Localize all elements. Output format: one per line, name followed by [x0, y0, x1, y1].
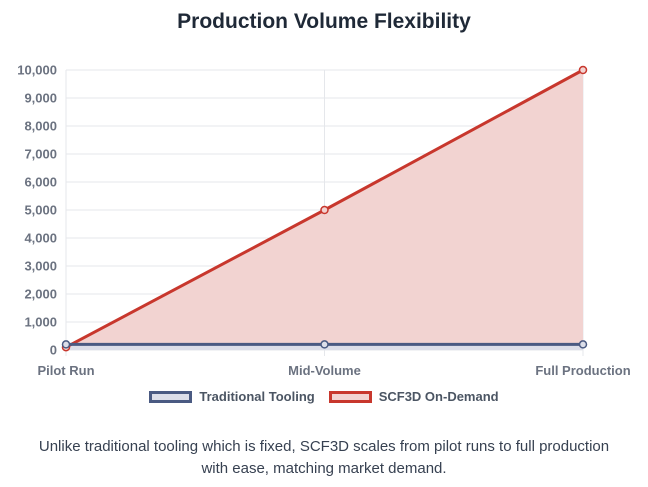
y-tick-label: 3,000 [24, 259, 57, 274]
series-layer [61, 65, 588, 352]
y-tick-label: 0 [50, 343, 57, 358]
data-point[interactable] [578, 65, 588, 75]
legend-item-scf3d-on-demand[interactable]: SCF3D On-Demand [328, 389, 499, 404]
y-axis-ticks: 0 1,000 2,000 3,000 4,000 5,000 6,000 7,000 8,00… [17, 63, 57, 358]
y-tick-label: 10,000 [17, 63, 57, 78]
y-tick-label: 1,000 [24, 315, 57, 330]
data-point[interactable] [61, 340, 71, 349]
legend: Traditional Tooling SCF3D On-Demand [0, 389, 648, 404]
legend-item-traditional-tooling[interactable]: Traditional Tooling [149, 389, 315, 404]
y-tick-label: 9,000 [24, 91, 57, 106]
x-axis-ticks: Pilot Run Mid-Volume Full Production [37, 363, 630, 378]
y-tick-label: 4,000 [24, 231, 57, 246]
chart-title: Production Volume Flexibility [177, 10, 471, 33]
legend-label-traditional-tooling: Traditional Tooling [199, 389, 315, 404]
legend-swatch-traditional-tooling [149, 390, 193, 403]
y-tick-label: 5,000 [24, 203, 57, 218]
legend-swatch-scf3d-on-demand [328, 390, 372, 403]
legend-label-scf3d-on-demand: SCF3D On-Demand [378, 389, 499, 404]
x-tick-label: Full Production [535, 363, 630, 378]
y-tick-label: 6,000 [24, 175, 57, 190]
data-point[interactable] [320, 205, 329, 215]
x-tick-label: Pilot Run [37, 363, 94, 378]
chart-caption: Unlike traditional tooling which is fixe… [38, 438, 610, 477]
data-point[interactable] [578, 340, 588, 349]
x-tick-label: Mid-Volume [288, 363, 361, 378]
line-chart: 0 1,000 2,000 3,000 4,000 5,000 6,000 7,000 8,00… [17, 63, 630, 379]
data-point[interactable] [320, 340, 329, 349]
y-tick-label: 8,000 [24, 119, 57, 134]
y-tick-label: 7,000 [24, 147, 57, 162]
y-tick-label: 2,000 [24, 287, 57, 302]
